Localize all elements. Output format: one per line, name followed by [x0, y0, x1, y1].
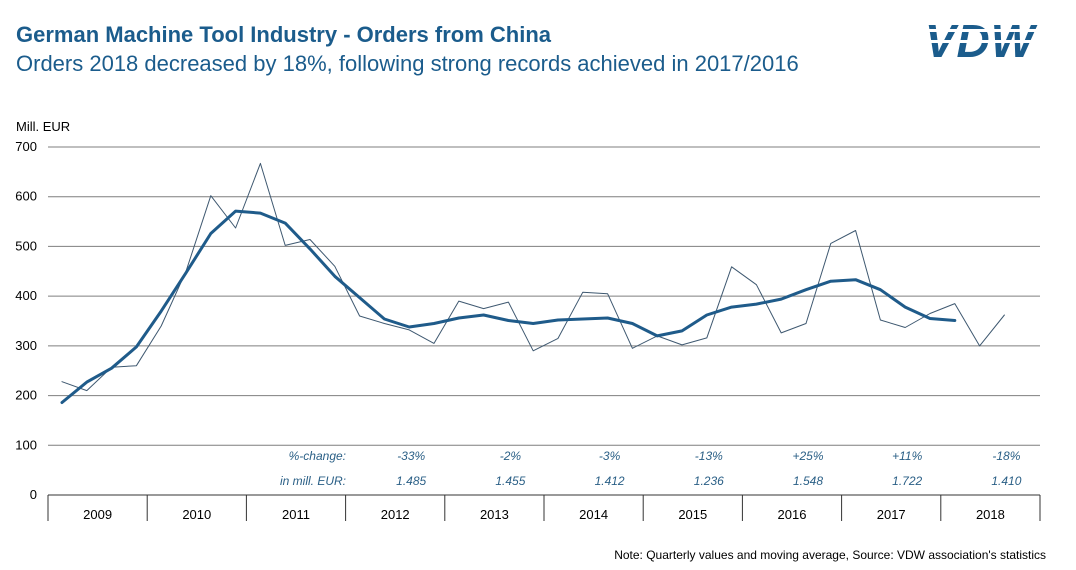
chart-subtitle: Orders 2018 decreased by 18%, following …: [16, 51, 799, 76]
mill-eur-value: 1.412: [595, 474, 625, 488]
footnote: Note: Quarterly values and moving averag…: [614, 548, 1046, 562]
y-tick-label: 300: [15, 338, 37, 353]
x-tick-label: 2009: [83, 507, 112, 522]
pct-change-value: -18%: [992, 449, 1020, 463]
y-tick-label: 400: [15, 288, 37, 303]
pct-change-value: -3%: [599, 449, 621, 463]
pct-change-value: -13%: [695, 449, 723, 463]
mill-eur-value: 1.722: [892, 474, 922, 488]
mill-eur-value: 1.410: [991, 474, 1021, 488]
x-tick-label: 2012: [381, 507, 410, 522]
mill-eur-value: 1.548: [793, 474, 823, 488]
chart-title: German Machine Tool Industry - Orders fr…: [16, 22, 552, 47]
mill-eur-value: 1.236: [694, 474, 724, 488]
pct-change-value: -33%: [397, 449, 425, 463]
y-axis-label: Mill. EUR: [16, 119, 71, 134]
y-tick-label: 100: [15, 437, 37, 452]
pct-change-value: -2%: [500, 449, 522, 463]
x-tick-label: 2015: [678, 507, 707, 522]
x-tick-label: 2016: [778, 507, 807, 522]
y-tick-label: 200: [15, 388, 37, 403]
pct-change-value: +11%: [892, 449, 922, 463]
mill-eur-value: 1.485: [396, 474, 426, 488]
y-tick-label: 0: [30, 487, 37, 502]
vdw-logo: VDW: [912, 16, 1048, 66]
y-tick-label: 700: [15, 139, 37, 154]
moving-average-line: [60, 209, 957, 404]
mill-eur-value: 1.455: [495, 474, 525, 488]
x-tick-label: 2010: [182, 507, 211, 522]
y-tick-label: 500: [15, 238, 37, 253]
y-tick-label: 600: [15, 189, 37, 204]
pct-change-row-label: %-change:: [289, 449, 346, 463]
pct-change-value: +25%: [792, 449, 823, 463]
x-tick-label: 2014: [579, 507, 608, 522]
x-tick-label: 2011: [282, 507, 310, 522]
quarterly-values-line: [61, 162, 1005, 392]
mill-eur-row-label: in mill. EUR:: [280, 474, 346, 488]
x-tick-label: 2013: [480, 507, 509, 522]
x-tick-label: 2018: [976, 507, 1005, 522]
x-tick-label: 2017: [877, 507, 906, 522]
